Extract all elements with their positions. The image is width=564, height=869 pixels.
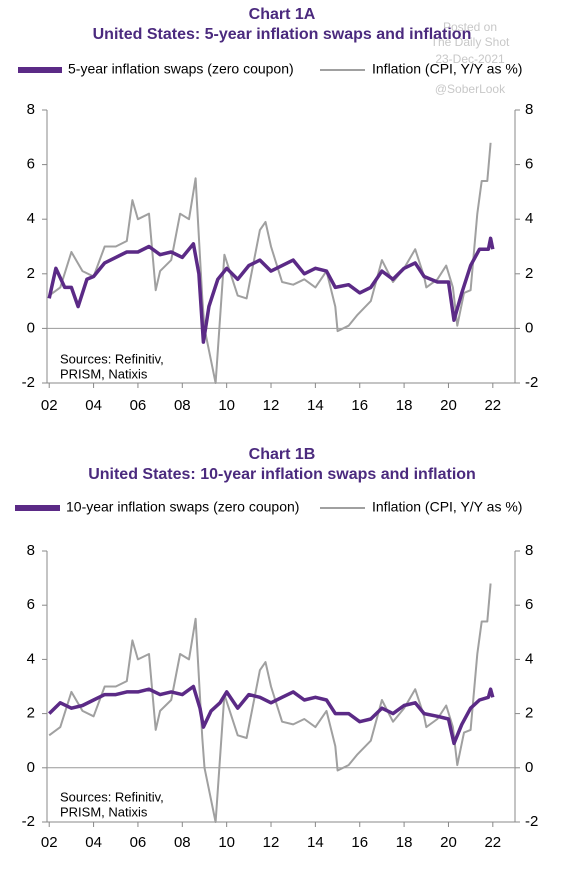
chart-subtitle: United States: 5-year inflation swaps an… [93, 26, 472, 43]
source-note: Sources: Refinitiv, [60, 789, 164, 804]
x-tick-label: 16 [351, 834, 368, 851]
x-tick-label: 18 [396, 834, 413, 851]
legend-label: Inflation (CPI, Y/Y as %) [372, 61, 522, 77]
x-tick-label: 02 [41, 397, 58, 414]
y-tick-label: 0 [27, 759, 35, 776]
chart-subtitle: United States: 10-year inflation swaps a… [88, 466, 476, 483]
source-note: Sources: Refinitiv, [60, 351, 164, 366]
watermark: Posted on [443, 20, 497, 34]
y-tick-label: 2 [27, 705, 35, 722]
y2-tick-label: 4 [525, 210, 533, 227]
x-tick-label: 16 [351, 397, 368, 414]
y2-tick-label: 4 [525, 650, 533, 667]
y-tick-label: 8 [27, 101, 35, 118]
y2-tick-label: 0 [525, 759, 533, 776]
x-tick-label: 14 [307, 397, 324, 414]
x-tick-label: 22 [484, 397, 501, 414]
x-tick-label: 14 [307, 834, 324, 851]
y-tick-label: 0 [27, 319, 35, 336]
chart-title: Chart 1A [249, 6, 316, 23]
series-line [48, 583, 492, 823]
y2-tick-label: 8 [525, 101, 533, 118]
series-line [48, 142, 492, 384]
series-line [47, 236, 495, 344]
y2-tick-label: 0 [525, 319, 533, 336]
x-tick-label: 02 [41, 834, 58, 851]
source-note: PRISM, Natixis [60, 366, 148, 381]
x-tick-label: 22 [484, 834, 501, 851]
y2-tick-label: 6 [525, 156, 533, 173]
x-tick-label: 10 [218, 397, 235, 414]
y-tick-label: 6 [27, 596, 35, 613]
y2-tick-label: 6 [525, 596, 533, 613]
y-tick-label: 4 [27, 650, 35, 667]
x-tick-label: 18 [396, 397, 413, 414]
x-tick-label: 08 [174, 397, 191, 414]
y-tick-label: -2 [22, 813, 35, 830]
y2-tick-label: 2 [525, 265, 533, 282]
legend-label: Inflation (CPI, Y/Y as %) [372, 499, 522, 515]
y-tick-label: 2 [27, 265, 35, 282]
y2-tick-label: 8 [525, 542, 533, 559]
x-tick-label: 20 [440, 834, 457, 851]
legend-label: 10-year inflation swaps (zero coupon) [66, 499, 299, 515]
y-tick-label: 8 [27, 542, 35, 559]
x-tick-label: 04 [85, 397, 102, 414]
legend-label: 5-year inflation swaps (zero coupon) [68, 61, 294, 77]
watermark: The Daily Shot [431, 35, 510, 49]
x-tick-label: 12 [263, 834, 280, 851]
x-tick-label: 04 [85, 834, 102, 851]
series-line [47, 684, 495, 746]
x-tick-label: 08 [174, 834, 191, 851]
y-tick-label: 6 [27, 156, 35, 173]
source-note: PRISM, Natixis [60, 804, 148, 819]
watermark: @SoberLook [435, 82, 506, 96]
x-tick-label: 10 [218, 834, 235, 851]
y2-tick-label: 2 [525, 705, 533, 722]
y2-tick-label: -2 [525, 813, 538, 830]
x-tick-label: 06 [130, 834, 147, 851]
x-tick-label: 06 [130, 397, 147, 414]
chart-title: Chart 1B [249, 446, 316, 463]
x-tick-label: 20 [440, 397, 457, 414]
watermark: 23-Dec-2021 [435, 52, 505, 66]
x-tick-label: 12 [263, 397, 280, 414]
y2-tick-label: -2 [525, 374, 538, 391]
y-tick-label: -2 [22, 374, 35, 391]
y-tick-label: 4 [27, 210, 35, 227]
